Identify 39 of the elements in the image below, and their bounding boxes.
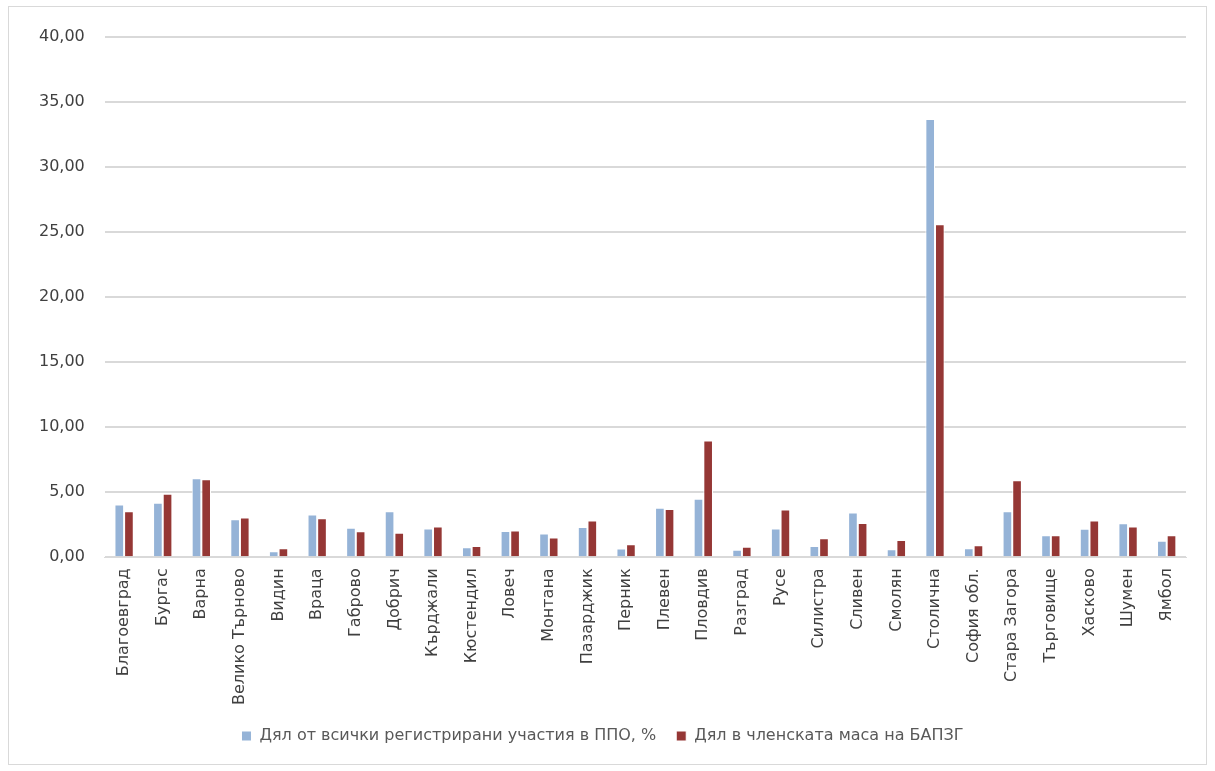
x-tick-label: Кърджали <box>422 568 442 658</box>
x-tick-label: Перник <box>615 567 635 631</box>
x-tick-label: Велико Търново <box>229 568 249 705</box>
x-tick-label: Пловдив <box>692 568 712 641</box>
y-tick-label: 0,00 <box>49 546 85 566</box>
x-tick-label: Шумен <box>1117 568 1137 628</box>
x-tick-label: Бургас <box>151 568 171 626</box>
y-tick-label: 20,00 <box>38 286 85 306</box>
y-tick-label: 10,00 <box>38 416 85 436</box>
legend-label: Дял в членската маса на БАПЗГ <box>694 725 964 745</box>
x-tick-label: Благоевград <box>113 568 133 677</box>
x-tick-label: Плевен <box>653 568 673 631</box>
x-tick-label: Търговище <box>1040 568 1060 664</box>
legend-label: Дял от всички регистрирани участия в ППО, % <box>259 725 657 745</box>
y-tick-label: 25,00 <box>38 221 85 241</box>
x-tick-label: Хасково <box>1078 568 1098 637</box>
y-tick-label: 30,00 <box>38 155 85 175</box>
x-tick-label: Монтана <box>538 568 558 642</box>
x-tick-label: Габрово <box>344 568 364 637</box>
y-tick-label: 35,00 <box>38 90 85 110</box>
x-tick-label: Столична <box>924 568 944 649</box>
x-tick-label: Стара Загора <box>1001 568 1021 682</box>
x-tick-label: Ловеч <box>499 568 519 619</box>
x-tick-label: Кюстендил <box>460 568 480 664</box>
x-tick-label: Варна <box>190 568 210 620</box>
x-tick-label: София обл. <box>962 568 982 664</box>
x-tick-label: Смолян <box>885 568 905 632</box>
x-tick-label: Враца <box>306 568 326 620</box>
x-tick-label: Пазарджик <box>576 567 596 665</box>
y-tick-label: 40,00 <box>38 25 85 45</box>
x-tick-label: Ямбол <box>1155 568 1175 622</box>
y-tick-label: 5,00 <box>49 481 85 501</box>
x-tick-label: Добрич <box>383 568 403 631</box>
x-tick-label: Видин <box>267 568 287 622</box>
x-tick-label: Русе <box>769 568 789 607</box>
x-tick-label: Сливен <box>846 568 866 630</box>
x-tick-label: Разград <box>731 568 751 636</box>
y-tick-label: 15,00 <box>38 351 85 371</box>
x-tick-label: Силистра <box>808 568 828 649</box>
